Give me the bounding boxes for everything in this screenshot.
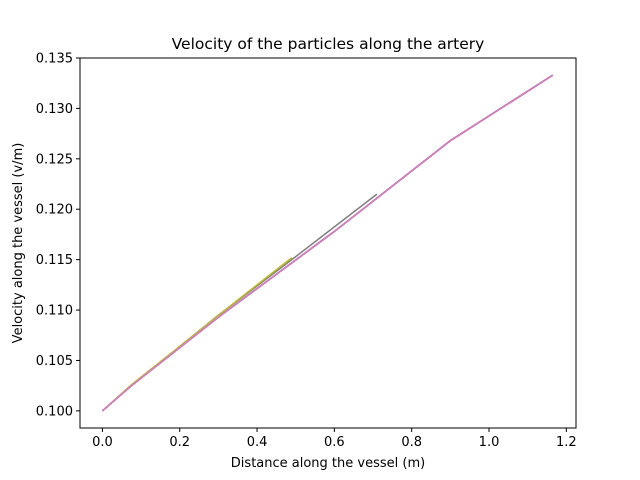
x-tick-label: 0.0 [92,435,113,450]
series-line-10 [101,74,554,412]
y-axis-label: Velocity along the vessel (v/m) [11,143,26,344]
x-axis-label: Distance along the vessel (m) [231,456,425,471]
y-tick-label: 0.135 [36,52,73,67]
x-tick-label: 0.8 [401,435,422,450]
y-tick-label: 0.115 [36,253,73,268]
y-tick-label: 0.100 [36,404,73,419]
axis-layer: 0.0 0.2 0.4 0.6 0.8 1.0 1.2 0.100 0.105 0.110 0.11… [36,52,577,451]
y-tick-label: 0.105 [36,354,73,369]
y-tick-label: 0.120 [36,203,73,218]
x-tick-label: 1.2 [556,435,577,450]
series-layer [101,74,554,412]
y-tick-label: 0.110 [36,304,73,319]
x-tick-label: 1.0 [479,435,500,450]
y-tick-label: 0.125 [36,152,73,167]
x-tick-label: 0.2 [169,435,190,450]
plot-frame [79,57,577,429]
x-tick-label: 0.4 [247,435,268,450]
y-tick-label: 0.130 [36,102,73,117]
chart-title: Velocity of the particles along the arte… [172,35,485,53]
x-tick-label: 0.6 [324,435,345,450]
plot-area [80,58,576,428]
